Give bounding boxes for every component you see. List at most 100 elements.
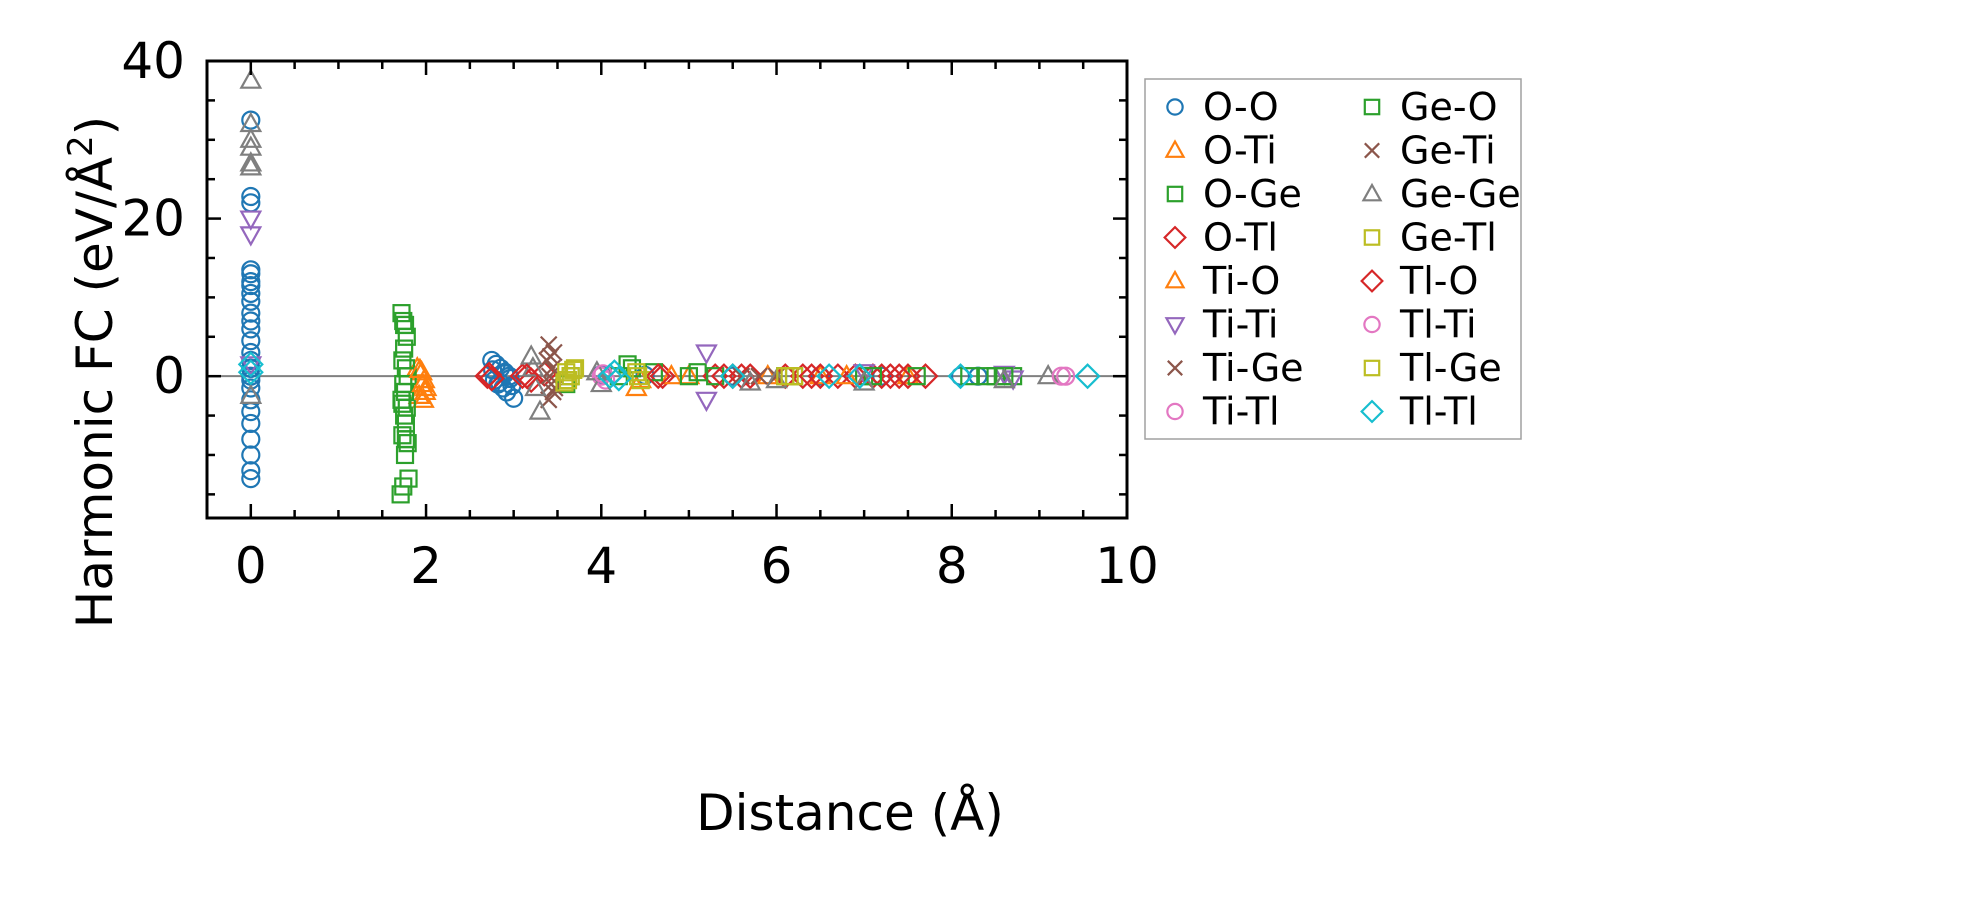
plot-area: [207, 68, 1127, 504]
data-point: [835, 363, 858, 385]
x-tick-label: 4: [585, 537, 617, 595]
x-tick-label: 6: [761, 537, 793, 595]
data-point: [645, 363, 672, 390]
legend-label: Ti-Tl: [1202, 390, 1280, 434]
legend-label: Tl-Tl: [1399, 390, 1478, 434]
legend-item: Ge-Ti: [1364, 129, 1496, 173]
y-axis-title-suffix: ): [66, 116, 124, 136]
data-point: [912, 363, 939, 390]
legend-marker: [1363, 98, 1381, 116]
data-point: [852, 370, 876, 391]
axes-frame: [205, 59, 1129, 520]
data-point: [960, 367, 979, 386]
data-point: [504, 388, 524, 408]
legend-label: Ge-Ti: [1400, 129, 1496, 173]
y-tick-label: 40: [121, 32, 185, 90]
data-point: [241, 264, 261, 284]
data-point: [1074, 363, 1101, 390]
data-point: [756, 363, 780, 385]
data-point: [737, 363, 764, 390]
data-point: [239, 155, 263, 176]
data-point: [628, 367, 648, 386]
data-point: [816, 363, 843, 390]
legend-item: O-Ti: [1164, 129, 1277, 173]
data-point: [241, 275, 261, 296]
series-tl-ge: [555, 360, 799, 392]
data-point: [601, 359, 628, 386]
legend-marker: [1166, 402, 1184, 421]
axis-labels: Distance (Å) Harmonic FC (eV/Å2): [61, 116, 1004, 842]
legend-marker: [1166, 98, 1184, 116]
data-point: [241, 413, 261, 434]
legend-label: Ge-Ge: [1400, 172, 1521, 216]
data-point: [241, 331, 261, 351]
data-point: [393, 394, 412, 413]
data-point: [877, 363, 904, 390]
y-tick-label: 0: [153, 347, 185, 405]
data-point: [395, 339, 414, 358]
data-point: [706, 367, 725, 386]
data-point: [524, 375, 547, 397]
data-point: [397, 327, 416, 346]
axes: 0 2 4 6 8 10 0 20 40: [121, 32, 1158, 595]
legend-label: Ti-O: [1202, 259, 1280, 303]
legend-item: Tl-Ge: [1363, 346, 1502, 390]
x-tick-label: 0: [235, 537, 267, 595]
data-point: [513, 363, 540, 390]
data-point: [241, 378, 261, 398]
data-point: [738, 370, 762, 391]
data-point: [808, 363, 832, 385]
legend-item: Tl-Tl: [1360, 390, 1478, 434]
legend-item: Tl-Ti: [1363, 303, 1477, 347]
data-point: [239, 68, 263, 89]
data-point: [239, 127, 263, 148]
legend-label: Ti-Ti: [1202, 303, 1278, 347]
legend-item: Ti-O: [1164, 259, 1280, 303]
data-point: [947, 363, 974, 390]
legend-item: O-O: [1166, 85, 1279, 129]
legend-marker: [1363, 359, 1381, 377]
series-ge-ge: [239, 68, 1060, 420]
legend-label: O-Ge: [1203, 172, 1302, 216]
data-point: [411, 371, 434, 393]
data-point: [992, 367, 1016, 389]
data-point: [992, 365, 1016, 387]
y-axis-title-prefix: Harmonic FC (eV/Å: [66, 157, 124, 628]
legend-label: Ge-O: [1400, 85, 1498, 129]
legend-box: [1144, 78, 1522, 440]
data-point: [407, 383, 431, 404]
data-point: [239, 226, 263, 247]
legend-item: Ge-Ge: [1361, 172, 1521, 216]
data-point: [631, 371, 650, 390]
legend-marker: [1361, 182, 1383, 202]
data-point: [1051, 366, 1071, 386]
legend-label: O-Tl: [1203, 216, 1278, 260]
data-point: [241, 291, 261, 311]
series-tl-tl: [237, 351, 1101, 392]
data-point: [241, 186, 261, 207]
data-point: [239, 210, 263, 231]
data-point: [868, 363, 895, 390]
data-point: [863, 367, 883, 386]
data-point: [241, 283, 261, 304]
data-point: [241, 319, 261, 339]
data-point: [405, 356, 429, 377]
data-point: [395, 315, 414, 335]
data-point: [798, 363, 825, 390]
legend-marker: [1363, 229, 1381, 246]
legend: O-OO-TiO-GeO-TlTi-OTi-TiTi-GeTi-TlGe-OGe…: [1144, 78, 1522, 440]
legend-item: O-Ge: [1166, 172, 1302, 216]
data-point: [679, 367, 699, 386]
data-point: [732, 367, 751, 385]
data-point: [807, 363, 834, 390]
data-point: [241, 429, 261, 449]
legend-marker: [1166, 185, 1184, 203]
data-point: [241, 311, 261, 331]
legend-label: O-Ti: [1203, 129, 1277, 173]
data-point: [894, 363, 922, 390]
y-axis-title-exponent: 2: [61, 135, 101, 157]
legend-item: Ti-Tl: [1166, 390, 1280, 434]
legend-marker: [1363, 315, 1381, 334]
